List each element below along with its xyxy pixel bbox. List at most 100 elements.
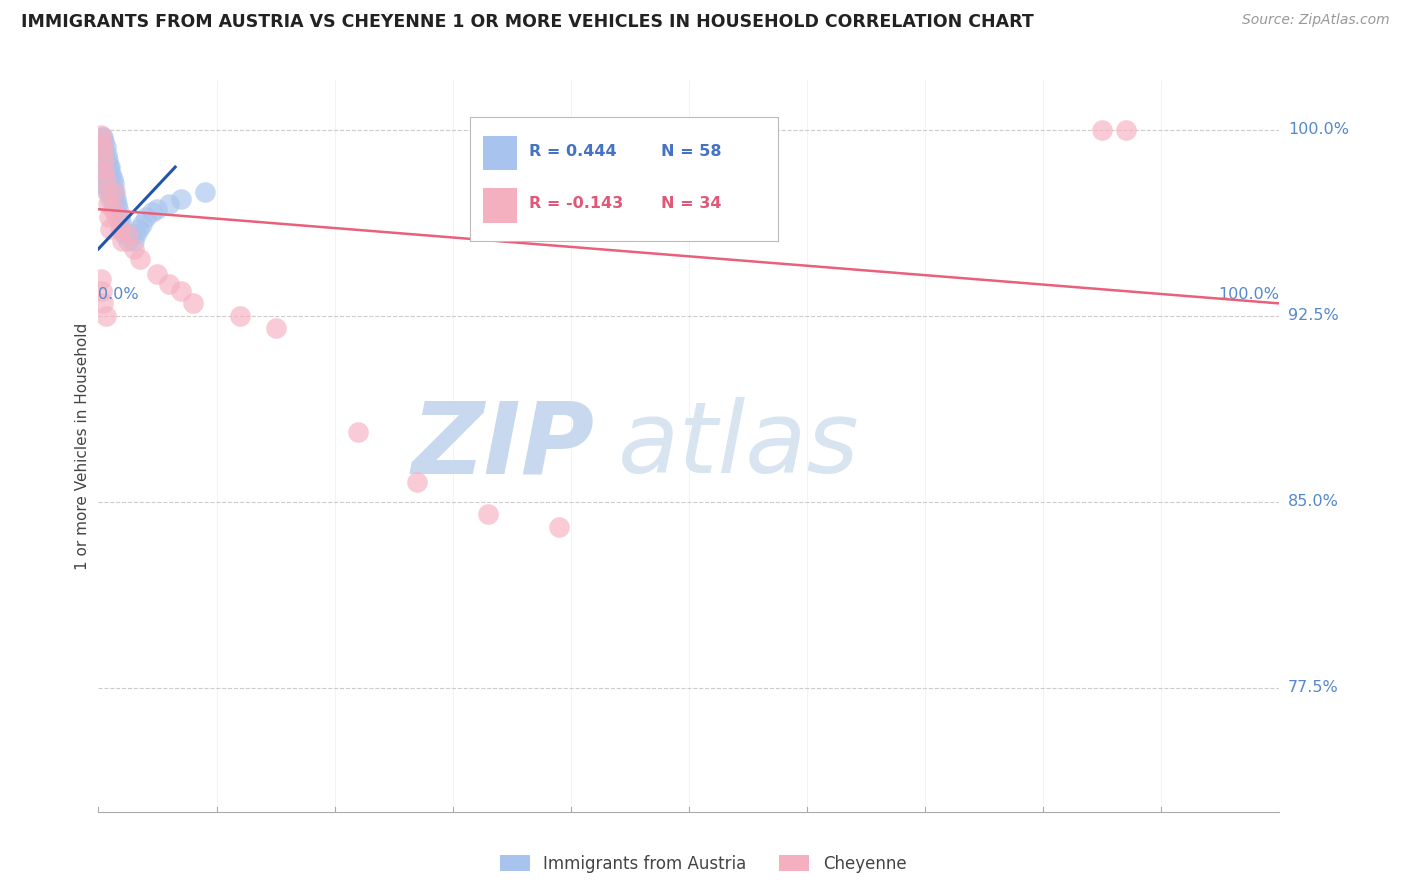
Text: 92.5%: 92.5%: [1288, 309, 1339, 323]
Point: [103, 185, 125, 199]
Point: [93, 162, 115, 177]
Point: [91, 130, 114, 145]
Point: [128, 222, 150, 236]
Point: [93, 153, 115, 167]
Point: [548, 519, 571, 533]
Point: [117, 227, 139, 241]
Point: [100, 168, 122, 182]
Point: [98, 178, 121, 192]
Point: [108, 222, 131, 236]
Text: Source: ZipAtlas.com: Source: ZipAtlas.com: [1241, 13, 1389, 28]
Point: [111, 235, 134, 249]
Point: [90, 135, 112, 149]
Point: [101, 190, 124, 204]
Point: [104, 185, 127, 199]
Point: [477, 507, 499, 521]
Point: [94, 172, 117, 186]
Point: [93, 178, 115, 192]
Text: 100.0%: 100.0%: [1288, 122, 1348, 137]
Point: [105, 210, 128, 224]
Point: [157, 277, 180, 291]
Point: [98, 172, 121, 186]
Point: [89, 147, 111, 161]
Point: [98, 160, 121, 174]
Point: [97, 197, 120, 211]
Point: [91, 130, 114, 145]
Y-axis label: 1 or more Vehicles in Household: 1 or more Vehicles in Household: [75, 322, 90, 570]
Point: [96, 147, 118, 161]
Point: [91, 284, 114, 298]
Point: [90, 172, 112, 186]
Point: [89, 160, 111, 174]
Point: [111, 222, 134, 236]
Text: 77.5%: 77.5%: [1288, 681, 1339, 695]
Point: [91, 140, 114, 154]
Text: ZIP: ZIP: [412, 398, 595, 494]
Text: IMMIGRANTS FROM AUSTRIA VS CHEYENNE 1 OR MORE VEHICLES IN HOUSEHOLD CORRELATION : IMMIGRANTS FROM AUSTRIA VS CHEYENNE 1 OR…: [21, 13, 1033, 31]
Point: [1115, 123, 1137, 137]
Point: [91, 153, 114, 167]
Point: [90, 153, 112, 167]
Point: [122, 235, 145, 249]
Point: [105, 197, 128, 211]
Point: [91, 168, 114, 182]
Point: [131, 217, 153, 231]
Text: 100.0%: 100.0%: [1219, 287, 1279, 302]
Point: [91, 153, 114, 167]
Point: [194, 185, 217, 199]
Text: 0.0%: 0.0%: [98, 287, 139, 302]
Point: [91, 178, 114, 192]
Point: [105, 192, 128, 206]
Point: [91, 135, 114, 149]
Point: [108, 210, 131, 224]
Point: [170, 284, 193, 298]
Point: [406, 475, 429, 489]
Point: [94, 172, 117, 186]
Point: [146, 202, 169, 217]
Point: [146, 267, 169, 281]
Point: [91, 165, 114, 179]
Point: [229, 309, 252, 323]
Point: [100, 185, 122, 199]
Point: [125, 227, 148, 241]
Point: [98, 192, 121, 206]
Point: [91, 296, 114, 310]
Point: [1091, 123, 1114, 137]
Point: [93, 147, 115, 161]
Point: [96, 178, 118, 192]
Point: [93, 135, 115, 149]
Point: [141, 204, 163, 219]
Legend: Immigrants from Austria, Cheyenne: Immigrants from Austria, Cheyenne: [494, 848, 912, 880]
Point: [97, 153, 120, 167]
Point: [90, 271, 112, 285]
Text: 85.0%: 85.0%: [1288, 494, 1339, 509]
Point: [94, 309, 117, 323]
Text: atlas: atlas: [619, 398, 859, 494]
Point: [98, 160, 121, 174]
Point: [112, 227, 135, 241]
Point: [94, 155, 117, 169]
Point: [93, 160, 115, 174]
Point: [264, 321, 287, 335]
Point: [101, 172, 124, 186]
Point: [107, 202, 129, 217]
Point: [96, 185, 118, 199]
Point: [103, 197, 125, 211]
Point: [94, 140, 117, 154]
Point: [98, 222, 121, 236]
Point: [122, 242, 145, 256]
Point: [98, 210, 121, 224]
Point: [128, 252, 150, 266]
Point: [135, 210, 157, 224]
Point: [181, 296, 204, 310]
Point: [91, 143, 114, 157]
Point: [117, 235, 139, 249]
Point: [157, 197, 180, 211]
Point: [101, 202, 124, 217]
Point: [347, 425, 370, 440]
Point: [120, 227, 142, 241]
Point: [96, 160, 118, 174]
Point: [110, 214, 132, 228]
Point: [97, 168, 120, 182]
Point: [170, 192, 193, 206]
